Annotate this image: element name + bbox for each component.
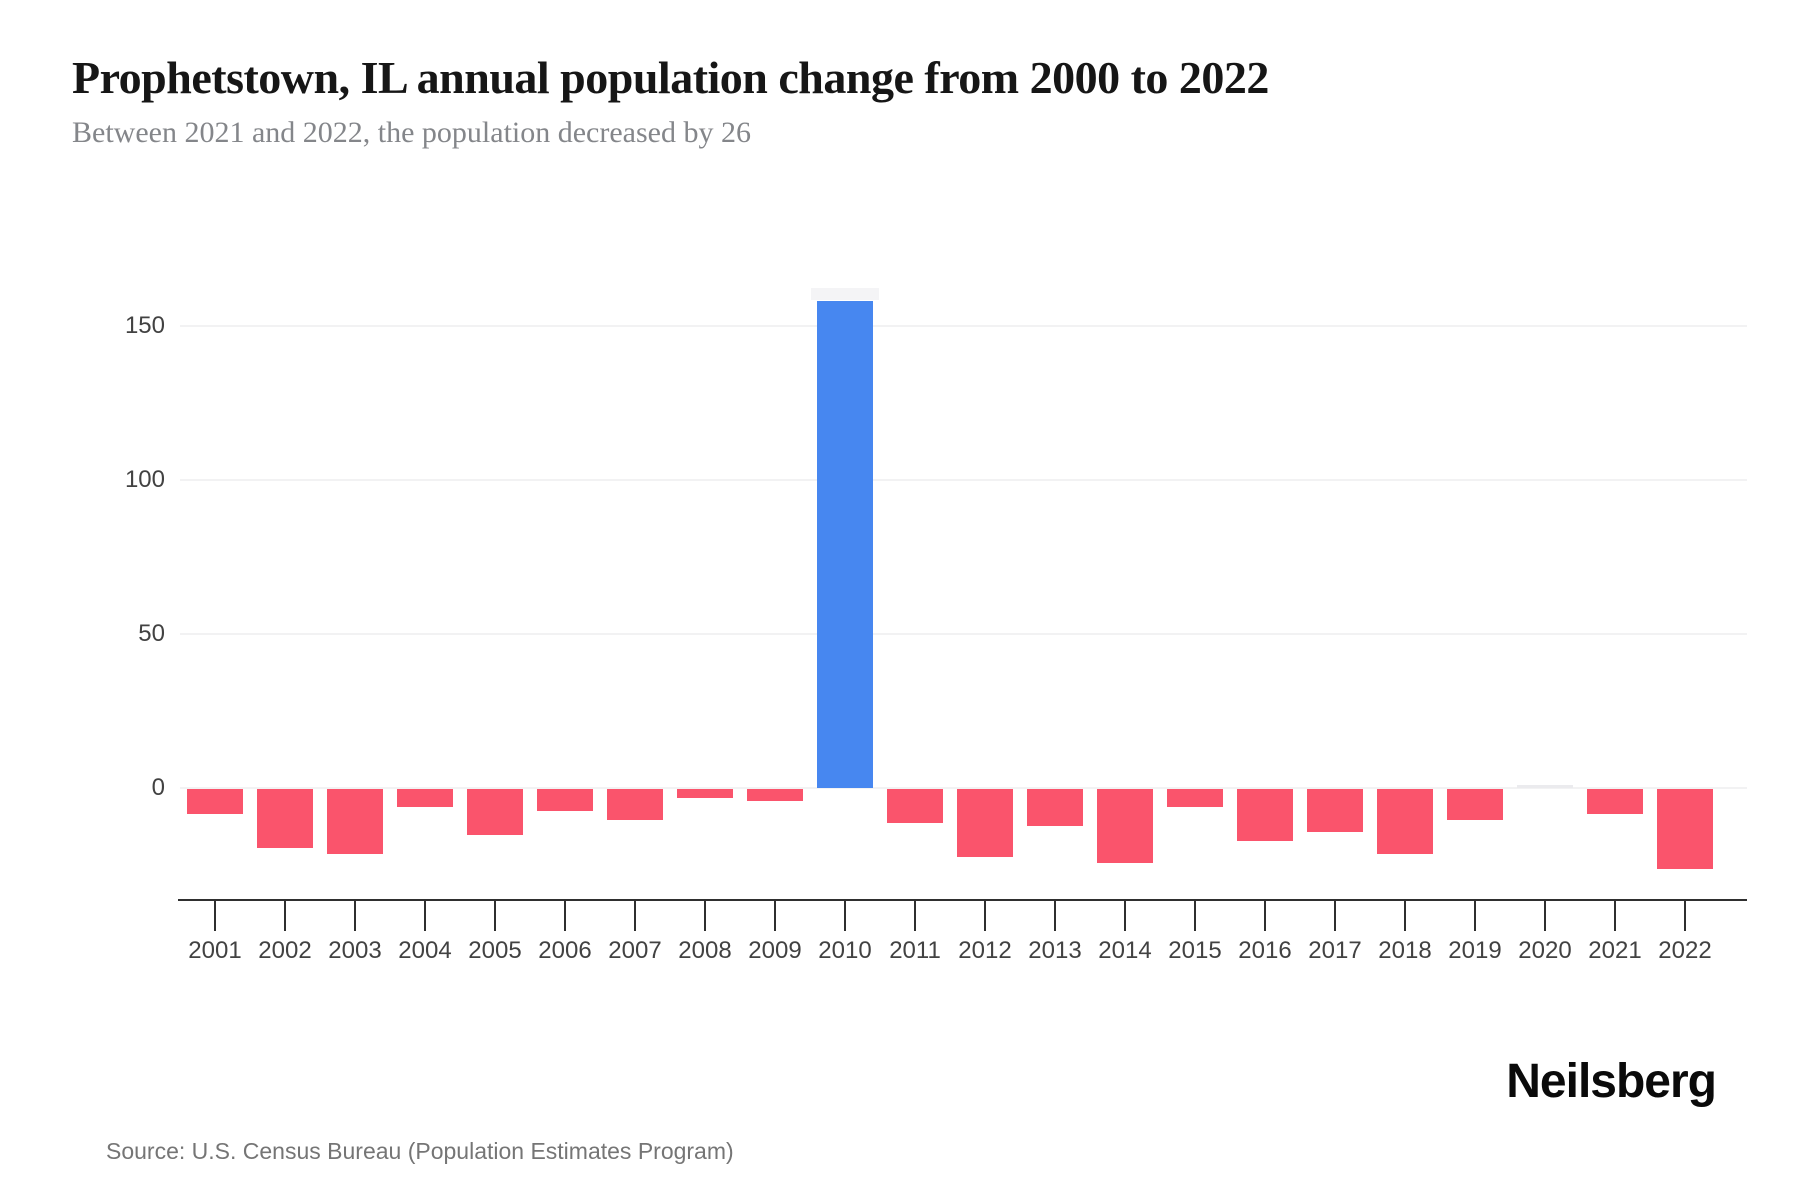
x-axis-tick-2006 <box>564 900 566 931</box>
x-axis-label-2022: 2022 <box>1658 937 1712 964</box>
y-axis-label-50: 50 <box>138 620 165 647</box>
gridline-50 <box>180 633 1747 635</box>
x-axis-label-2008: 2008 <box>678 937 732 964</box>
bar-2022[interactable] <box>1657 789 1713 869</box>
x-axis-tick-2007 <box>634 900 636 931</box>
bar-2019[interactable] <box>1447 789 1503 820</box>
bar-2007[interactable] <box>607 789 663 820</box>
x-axis-tick-2003 <box>354 900 356 931</box>
bar-2021[interactable] <box>1587 789 1643 814</box>
x-axis-tick-2009 <box>774 900 776 931</box>
bar-2011[interactable] <box>887 789 943 823</box>
x-axis-tick-2018 <box>1404 900 1406 931</box>
x-axis-label-2018: 2018 <box>1378 937 1432 964</box>
x-axis-tick-2005 <box>494 900 496 931</box>
bar-2014[interactable] <box>1097 789 1153 863</box>
x-axis-tick-2001 <box>214 900 216 931</box>
bar-highlight-cap-2010 <box>811 288 879 300</box>
x-axis-tick-2021 <box>1614 900 1616 931</box>
source-attribution: Source: U.S. Census Bureau (Population E… <box>106 1138 734 1164</box>
x-axis-tick-2020 <box>1544 900 1546 931</box>
bar-2010[interactable] <box>817 301 873 788</box>
bar-2004[interactable] <box>397 789 453 807</box>
x-axis-label-2011: 2011 <box>889 937 941 964</box>
bar-2018[interactable] <box>1377 789 1433 854</box>
x-axis-label-2009: 2009 <box>748 937 802 964</box>
x-axis-label-2020: 2020 <box>1518 937 1572 964</box>
bar-2017[interactable] <box>1307 789 1363 832</box>
y-axis-label-0: 0 <box>151 774 165 801</box>
bar-2002[interactable] <box>257 789 313 848</box>
bar-2005[interactable] <box>467 789 523 835</box>
x-axis-label-2019: 2019 <box>1448 937 1502 964</box>
x-axis-tick-2002 <box>284 900 286 931</box>
bar-2003[interactable] <box>327 789 383 854</box>
y-axis-label-100: 100 <box>124 466 165 493</box>
bar-2020[interactable] <box>1517 785 1573 788</box>
x-axis-tick-2016 <box>1264 900 1266 931</box>
y-axis-label-150: 150 <box>124 312 165 339</box>
x-axis-label-2003: 2003 <box>328 937 382 964</box>
x-axis-tick-2017 <box>1334 900 1336 931</box>
x-axis-tick-2004 <box>424 900 426 931</box>
x-axis-label-2012: 2012 <box>958 937 1012 964</box>
x-axis-label-2010: 2010 <box>818 937 872 964</box>
chart-title: Prophetstown, IL annual population chang… <box>72 52 1269 103</box>
x-axis-tick-2010 <box>844 900 846 931</box>
x-axis-label-2002: 2002 <box>258 937 312 964</box>
x-axis-line <box>178 899 1747 901</box>
bar-2009[interactable] <box>747 789 803 801</box>
x-axis-label-2005: 2005 <box>468 937 522 964</box>
bar-2013[interactable] <box>1027 789 1083 826</box>
x-axis-tick-2014 <box>1124 900 1126 931</box>
x-axis-tick-2013 <box>1054 900 1056 931</box>
bar-2008[interactable] <box>677 789 733 798</box>
bar-2015[interactable] <box>1167 789 1223 807</box>
bar-2006[interactable] <box>537 789 593 811</box>
x-axis-tick-2012 <box>984 900 986 931</box>
bar-2012[interactable] <box>957 789 1013 857</box>
gridline-0 <box>180 787 1747 789</box>
x-axis-tick-2022 <box>1684 900 1686 931</box>
x-axis-label-2007: 2007 <box>608 937 662 964</box>
x-axis-label-2013: 2013 <box>1028 937 1082 964</box>
gridline-150 <box>180 325 1747 327</box>
x-axis-label-2016: 2016 <box>1238 937 1292 964</box>
x-axis-label-2006: 2006 <box>538 937 592 964</box>
x-axis-tick-2015 <box>1194 900 1196 931</box>
x-axis-label-2017: 2017 <box>1308 937 1362 964</box>
x-axis-label-2021: 2021 <box>1588 937 1642 964</box>
brand-logo: Neilsberg <box>1506 1055 1717 1108</box>
chart-subtitle: Between 2021 and 2022, the population de… <box>72 116 751 149</box>
x-axis-tick-2008 <box>704 900 706 931</box>
x-axis-tick-2019 <box>1474 900 1476 931</box>
x-axis-label-2015: 2015 <box>1168 937 1222 964</box>
bar-2001[interactable] <box>187 789 243 814</box>
x-axis-label-2001: 2001 <box>188 937 242 964</box>
x-axis-label-2004: 2004 <box>398 937 452 964</box>
gridline-100 <box>180 479 1747 481</box>
x-axis-label-2014: 2014 <box>1098 937 1152 964</box>
bar-2016[interactable] <box>1237 789 1293 841</box>
x-axis-tick-2011 <box>914 900 916 931</box>
